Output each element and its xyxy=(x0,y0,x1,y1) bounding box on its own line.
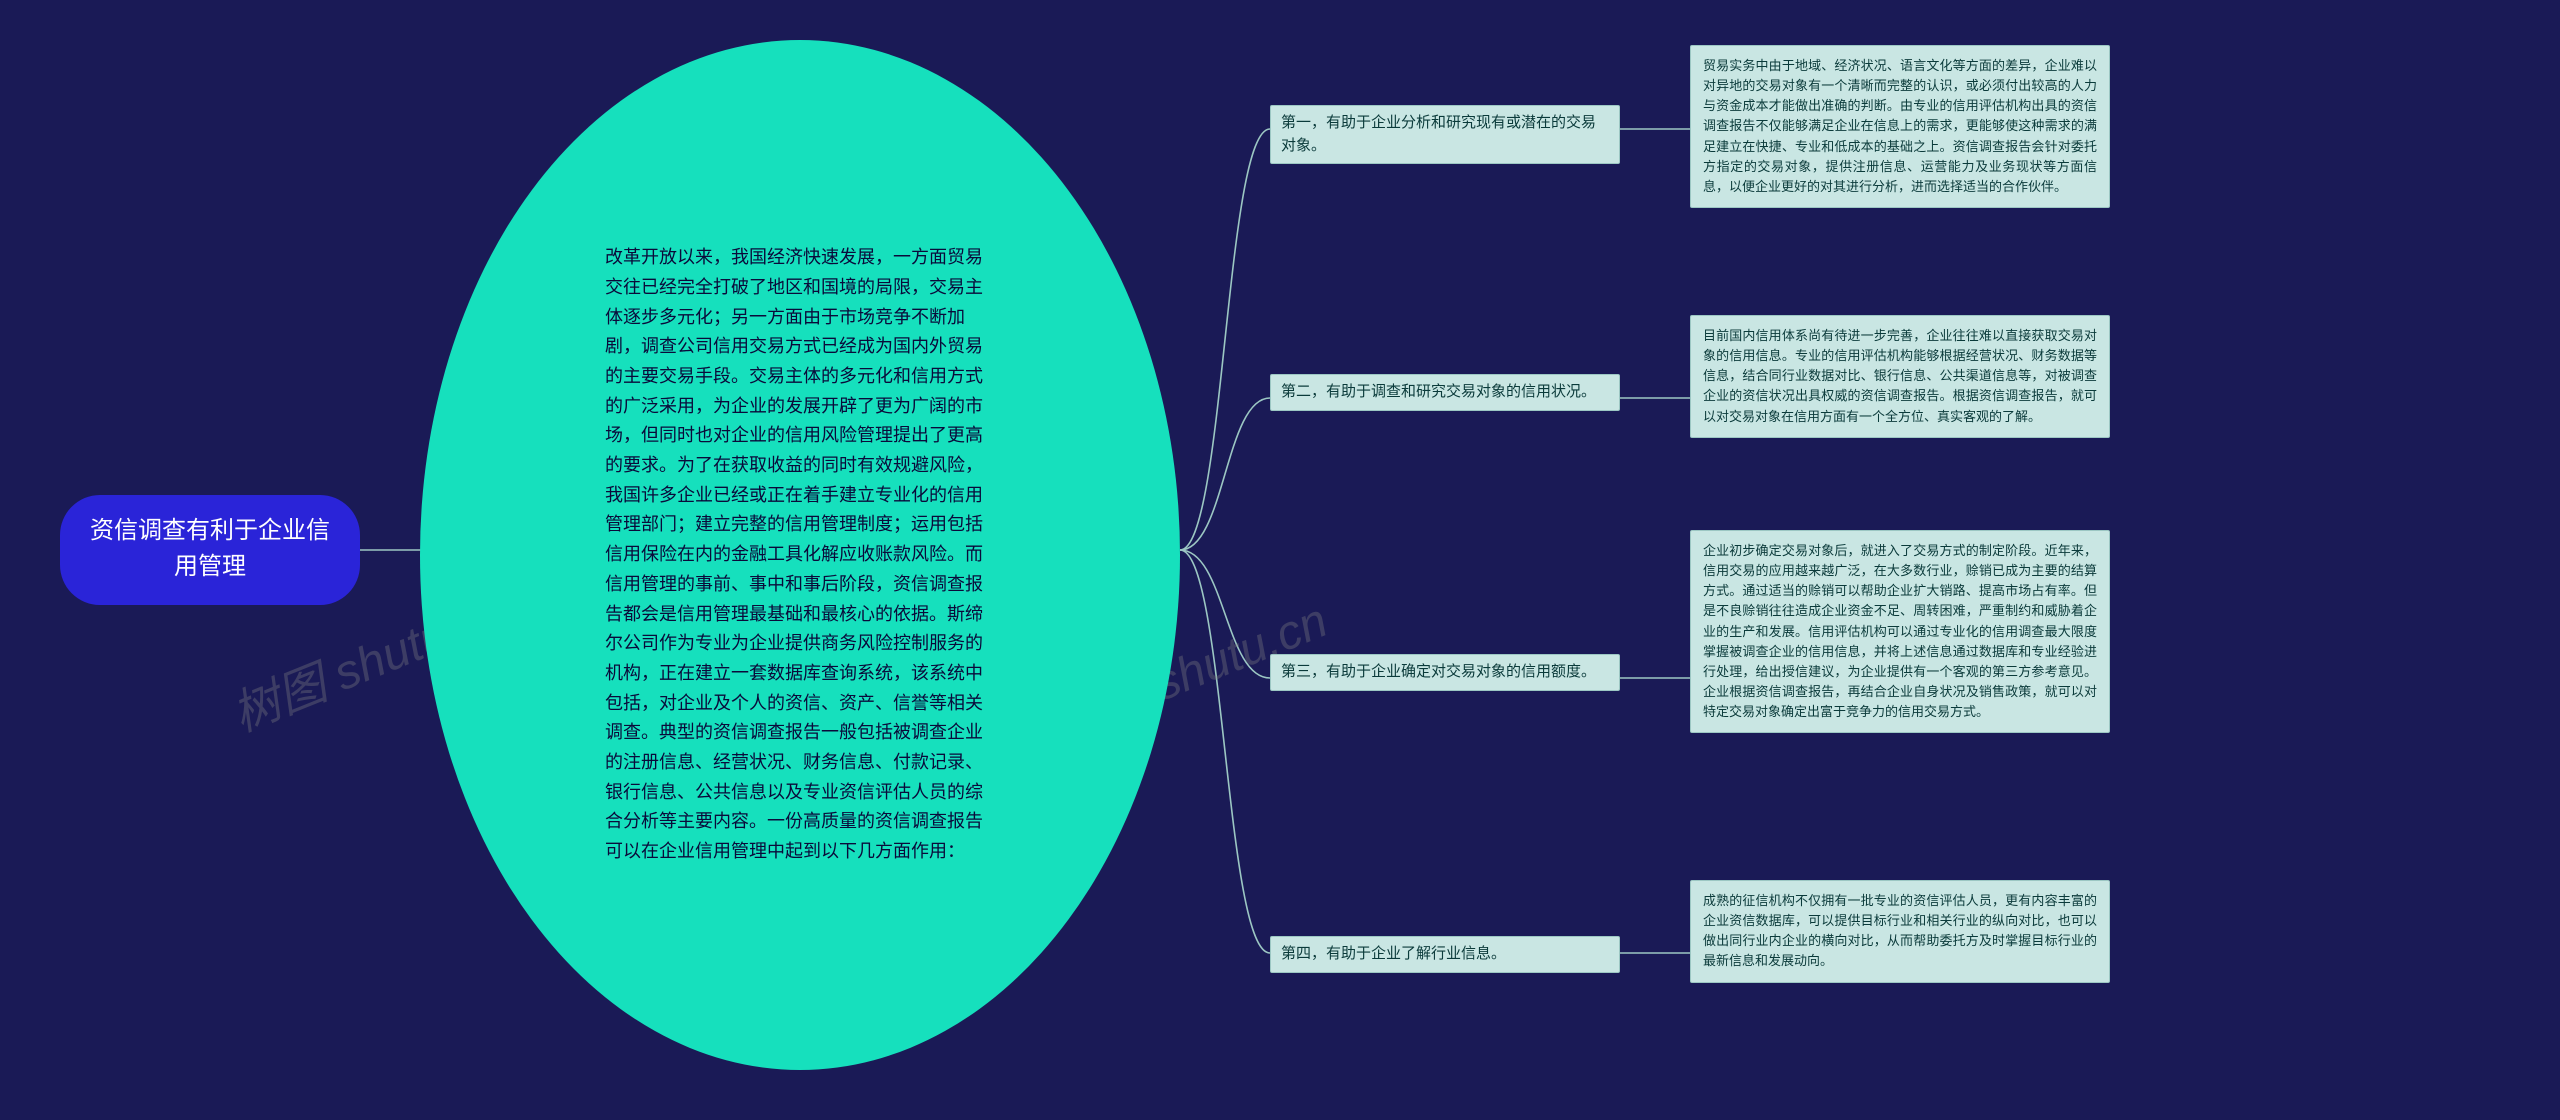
leaf-text: 成熟的征信机构不仅拥有一批专业的资信评估人员，更有内容丰富的企业资信数据库，可以… xyxy=(1703,893,2097,968)
branch-label: 第一，有助于企业分析和研究现有或潜在的交易对象。 xyxy=(1270,105,1620,164)
branch-label-text: 第一，有助于企业分析和研究现有或潜在的交易对象。 xyxy=(1281,114,1596,154)
root-node: 资信调查有利于企业信用管理 xyxy=(60,495,360,605)
leaf-box: 贸易实务中由于地域、经济状况、语言文化等方面的差异，企业难以对异地的交易对象有一… xyxy=(1690,45,2110,208)
branch-label-text: 第四，有助于企业了解行业信息。 xyxy=(1281,945,1506,962)
leaf-box: 企业初步确定交易对象后，就进入了交易方式的制定阶段。近年来，信用交易的应用越来越… xyxy=(1690,530,2110,733)
branch-label: 第二，有助于调查和研究交易对象的信用状况。 xyxy=(1270,374,1620,411)
leaf-text: 目前国内信用体系尚有待进一步完善，企业往往难以直接获取交易对象的信用信息。专业的… xyxy=(1703,328,2097,424)
leaf-text: 贸易实务中由于地域、经济状况、语言文化等方面的差异，企业难以对异地的交易对象有一… xyxy=(1703,58,2097,194)
ellipse-node: 改革开放以来，我国经济快速发展，一方面贸易交往已经完全打破了地区和国境的局限，交… xyxy=(420,40,1180,1070)
leaf-box: 目前国内信用体系尚有待进一步完善，企业往往难以直接获取交易对象的信用信息。专业的… xyxy=(1690,315,2110,438)
branch-label: 第四，有助于企业了解行业信息。 xyxy=(1270,936,1620,973)
branch-label-text: 第三，有助于企业确定对交易对象的信用额度。 xyxy=(1281,663,1596,680)
branch-label-text: 第二，有助于调查和研究交易对象的信用状况。 xyxy=(1281,383,1596,400)
root-label: 资信调查有利于企业信用管理 xyxy=(90,517,330,580)
ellipse-text: 改革开放以来，我国经济快速发展，一方面贸易交往已经完全打破了地区和国境的局限，交… xyxy=(605,243,995,866)
leaf-box: 成熟的征信机构不仅拥有一批专业的资信评估人员，更有内容丰富的企业资信数据库，可以… xyxy=(1690,880,2110,983)
branch-label: 第三，有助于企业确定对交易对象的信用额度。 xyxy=(1270,654,1620,691)
leaf-text: 企业初步确定交易对象后，就进入了交易方式的制定阶段。近年来，信用交易的应用越来越… xyxy=(1703,543,2097,719)
